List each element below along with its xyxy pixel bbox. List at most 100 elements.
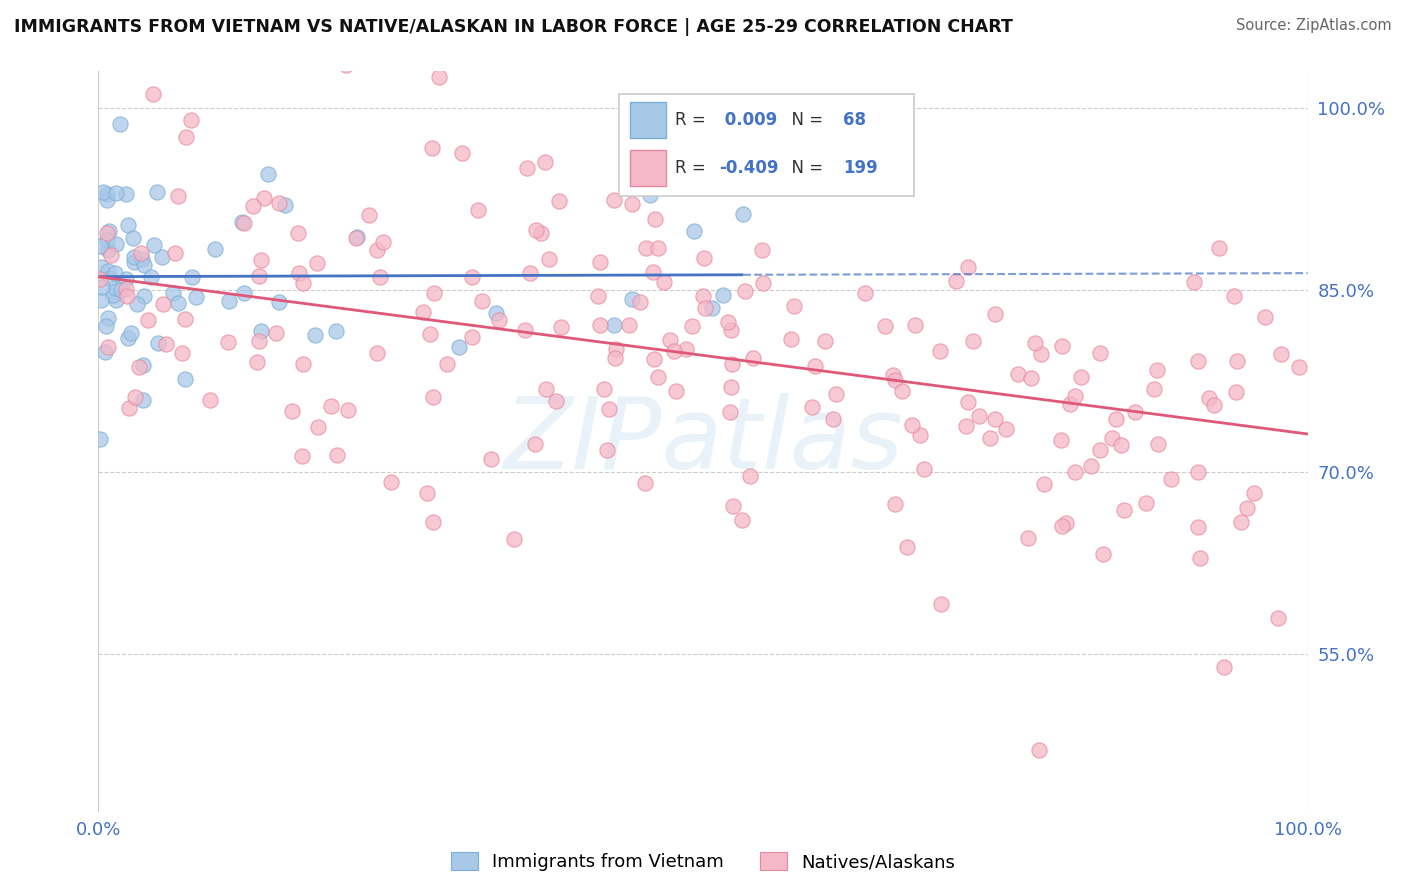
Point: [174, 130, 197, 145]
Point: [165, 246, 187, 260]
Point: [450, 145, 472, 160]
Point: [731, 513, 754, 527]
Point: [1007, 368, 1029, 382]
Point: [257, 167, 280, 181]
Point: [96, 233, 118, 247]
Point: [143, 238, 166, 252]
Point: [218, 294, 240, 309]
Point: [603, 318, 626, 332]
Point: [98, 271, 121, 285]
Point: [291, 449, 314, 463]
Point: [250, 325, 273, 339]
Point: [172, 346, 194, 360]
Point: [523, 437, 546, 451]
Text: N =: N =: [782, 159, 828, 177]
Point: [173, 311, 195, 326]
Point: [647, 241, 669, 255]
Point: [782, 300, 804, 314]
Point: [1054, 516, 1077, 531]
Point: [104, 281, 127, 295]
Text: R =: R =: [675, 159, 711, 177]
Point: [124, 250, 146, 264]
Point: [249, 334, 271, 349]
Point: [1267, 610, 1289, 624]
Point: [1109, 438, 1132, 452]
Point: [1059, 396, 1081, 410]
Point: [813, 156, 835, 170]
Point: [124, 391, 146, 405]
Point: [104, 236, 127, 251]
Text: -0.409: -0.409: [718, 159, 779, 177]
Point: [117, 218, 139, 232]
Point: [929, 343, 952, 358]
Point: [422, 391, 444, 405]
Point: [281, 404, 304, 418]
Point: [436, 357, 458, 371]
Point: [721, 499, 744, 513]
Point: [122, 255, 145, 269]
Point: [550, 320, 572, 334]
Point: [173, 372, 195, 386]
Point: [246, 354, 269, 368]
Point: [253, 191, 276, 205]
Point: [250, 253, 273, 268]
Point: [779, 332, 801, 346]
Point: [89, 238, 111, 252]
Point: [633, 149, 655, 163]
Point: [427, 70, 450, 85]
Point: [1202, 398, 1225, 412]
Point: [711, 288, 734, 302]
Point: [1114, 502, 1136, 516]
Point: [957, 260, 980, 275]
Point: [652, 275, 675, 289]
Point: [912, 462, 935, 476]
Point: [1135, 496, 1157, 510]
Point: [366, 243, 388, 257]
Point: [461, 329, 484, 343]
Point: [420, 141, 443, 155]
Point: [117, 289, 139, 303]
Point: [131, 246, 153, 260]
Point: [983, 307, 1005, 321]
Point: [589, 318, 612, 332]
Point: [134, 289, 156, 303]
Point: [121, 326, 143, 341]
Point: [115, 282, 138, 296]
Point: [1288, 359, 1310, 374]
Point: [658, 333, 681, 347]
Point: [855, 285, 877, 300]
Point: [1088, 346, 1111, 360]
Point: [449, 341, 471, 355]
Point: [94, 319, 117, 334]
Point: [720, 323, 742, 337]
Point: [598, 402, 620, 417]
Point: [146, 186, 169, 200]
Point: [325, 324, 347, 338]
Point: [1208, 241, 1230, 255]
Point: [603, 194, 626, 208]
Text: N =: N =: [782, 111, 828, 128]
Point: [621, 196, 644, 211]
Point: [1198, 391, 1220, 405]
Point: [1123, 404, 1146, 418]
Point: [412, 304, 434, 318]
Point: [122, 231, 145, 245]
Point: [695, 301, 717, 315]
Text: IMMIGRANTS FROM VIETNAM VS NATIVE/ALASKAN IN LABOR FORCE | AGE 25-29 CORRELATION: IMMIGRANTS FROM VIETNAM VS NATIVE/ALASKA…: [14, 18, 1012, 36]
Point: [1213, 660, 1236, 674]
Point: [1187, 354, 1209, 368]
Point: [97, 310, 120, 325]
Point: [519, 266, 541, 280]
Point: [146, 335, 169, 350]
Point: [128, 360, 150, 375]
Point: [900, 418, 922, 433]
Point: [204, 242, 226, 256]
Point: [873, 319, 896, 334]
Point: [152, 296, 174, 310]
Text: R =: R =: [675, 111, 711, 128]
Point: [90, 293, 112, 307]
Point: [593, 382, 616, 396]
Point: [1187, 520, 1209, 534]
Point: [90, 260, 112, 274]
Point: [266, 326, 288, 340]
